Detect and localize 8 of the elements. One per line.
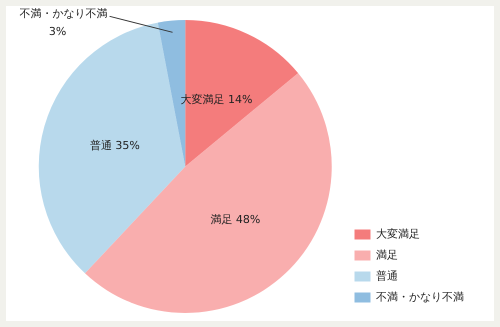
data-label: 大変満足 14% (180, 93, 252, 106)
legend-label: 大変満足 (376, 227, 420, 240)
data-label: 満足 48% (210, 212, 260, 226)
legend-label: 普通 (376, 269, 398, 282)
legend-label: 満足 (376, 248, 398, 262)
legend-label: 不満・かなり不満 (376, 290, 464, 304)
data-label: 不満・かなり不満 3% (20, 7, 108, 38)
data-label: 普通 35% (90, 138, 140, 152)
